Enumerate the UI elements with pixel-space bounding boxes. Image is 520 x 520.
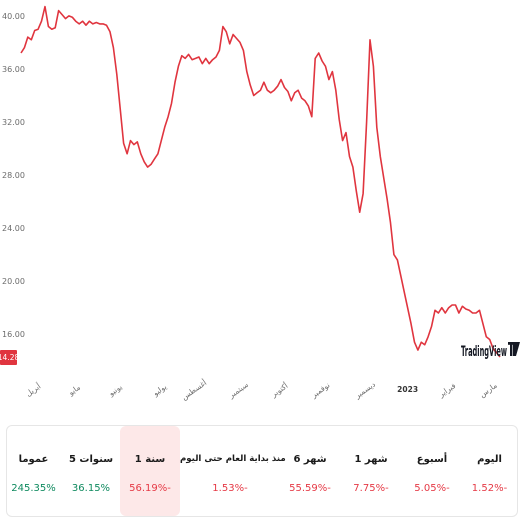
tradingview-logo-text: TradingView: [461, 344, 507, 360]
x-tick-label: أكتوبر: [268, 380, 289, 399]
x-tick-label: أبريل: [24, 381, 43, 398]
perf-period-label: 1 شهر: [354, 454, 388, 465]
tradingview-mark-icon: [508, 342, 520, 356]
perf-period-label: 5 سنوات: [68, 454, 114, 465]
y-axis: 16.00 20.00 24.00 28.00 32.00 36.00 40.00: [2, 12, 25, 339]
tradingview-logo[interactable]: TradingView: [461, 342, 520, 360]
x-tick-label: فبراير: [436, 381, 457, 400]
last-price-badge: 14.28: [0, 350, 19, 366]
perf-period-label: منذ بداية العام حتى اليوم: [180, 454, 286, 464]
y-tick-label: 40.00: [2, 12, 25, 21]
last-price-label: 14.28: [0, 353, 19, 362]
y-tick-label: 36.00: [2, 65, 25, 74]
y-tick-label: 28.00: [2, 171, 25, 180]
perf-period-2[interactable]: 1 شهر 7.75%-: [340, 426, 402, 516]
perf-period-7[interactable]: عموما 245.35%: [7, 426, 62, 516]
perf-period-1[interactable]: أسبوع 5.05%-: [402, 426, 462, 516]
perf-period-label: اليوم: [477, 454, 502, 465]
perf-period-4[interactable]: منذ بداية العام حتى اليوم 1.53%-: [180, 426, 286, 516]
y-tick-label: 24.00: [2, 224, 25, 233]
perf-period-3[interactable]: 6 شهر 55.59%-: [280, 426, 340, 516]
x-tick-label: نوفمبر: [309, 380, 332, 400]
x-tick-label: يوليو: [151, 382, 169, 398]
x-axis: أبريل مايو يونيو يوليو أغسطس سبتمبر أكتوبر نوفم…: [24, 377, 499, 401]
perf-period-value: 55.59%-: [289, 483, 331, 494]
last-price-badge-bg: [0, 350, 17, 366]
x-tick-label: سبتمبر: [226, 380, 250, 400]
perf-period-0[interactable]: اليوم 1.52%-: [462, 426, 517, 516]
perf-period-value: 1.52%-: [471, 483, 508, 494]
perf-period-value: 56.19%-: [129, 483, 171, 494]
y-tick-label: 16.00: [2, 330, 25, 339]
perf-period-label: عموما: [18, 454, 49, 465]
y-tick-label: 20.00: [2, 277, 25, 286]
perf-period-value: 5.05%-: [414, 483, 450, 494]
x-tick-label: 2023: [397, 385, 418, 394]
perf-period-label: 1 سنة: [134, 454, 166, 465]
x-tick-label: يونيو: [106, 382, 124, 398]
perf-period-value: 245.35%: [11, 483, 56, 494]
perf-period-value: 7.75%-: [353, 483, 389, 494]
perf-period-value: 36.15%: [71, 483, 111, 494]
perf-period-6[interactable]: 5 سنوات 36.15%: [62, 426, 120, 516]
x-tick-label: ديسمبر: [352, 380, 377, 401]
perf-period-value: 1.53%-: [212, 483, 248, 494]
x-tick-label: مايو: [66, 383, 82, 398]
performance-bar: اليوم 1.52%- أسبوع 5.05%- 1 شهر 7.75%- 6 شهر 55…: [6, 425, 518, 517]
y-tick-label: 32.00: [2, 118, 25, 127]
perf-period-label: 6 شهر: [293, 454, 327, 465]
perf-period-5[interactable]: 1 سنة 56.19%-: [120, 426, 180, 516]
price-chart[interactable]: 16.00 20.00 24.00 28.00 32.00 36.00 40.00 أبري…: [0, 0, 520, 420]
price-line: [20, 5, 501, 358]
x-tick-label: مارس: [478, 381, 499, 399]
perf-period-label: أسبوع: [416, 454, 448, 465]
x-tick-label: أغسطس: [179, 377, 208, 401]
